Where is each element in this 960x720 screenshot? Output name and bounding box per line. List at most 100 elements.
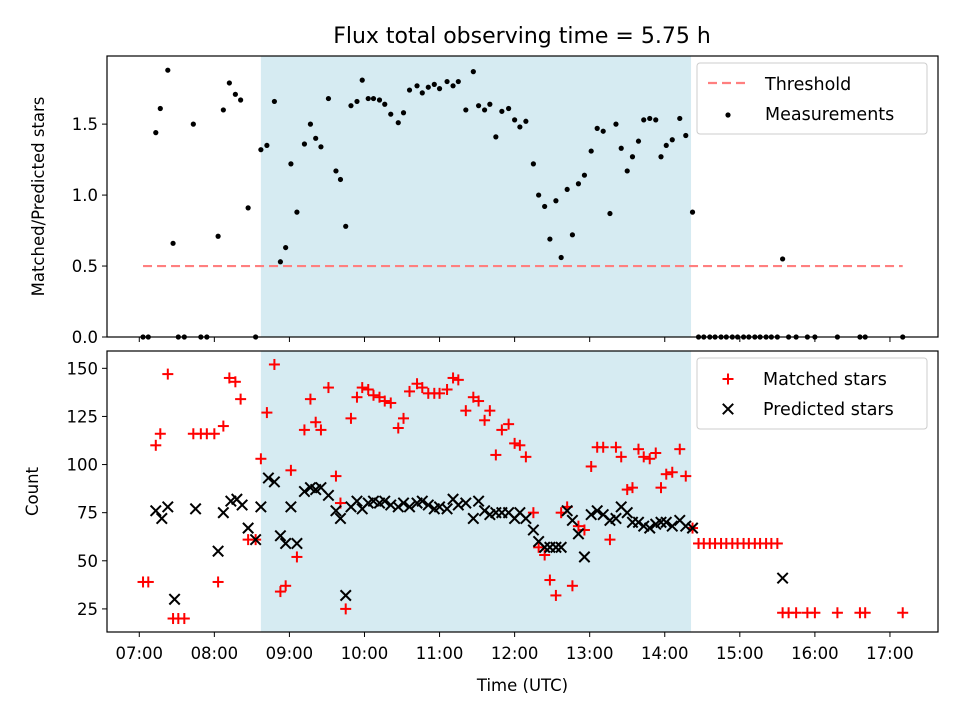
- matched-star-point: [416, 382, 428, 394]
- y-tick-label: 0.5: [72, 257, 98, 276]
- matched-star-point: [178, 613, 190, 625]
- predicted-star-point: [519, 512, 532, 525]
- measurement-point: [283, 244, 289, 251]
- top-panel: 0.0 0.5 1.0 1.5 Matched/Predicted stars Thr…: [29, 55, 939, 347]
- measurement-point: [517, 124, 523, 130]
- x-axis-label: Time (UTC): [476, 676, 568, 695]
- measurement-point: [370, 95, 377, 102]
- y-tick-label: 25: [77, 600, 98, 619]
- matched-star-point: [809, 607, 821, 619]
- predicted-star-point: [268, 475, 281, 488]
- bottom-panel: 25 50 75 100 125 150 07:00 08:00 09:00 10:00 11:0…: [23, 350, 939, 695]
- matched-star-point: [578, 524, 590, 536]
- measurement-point: [264, 142, 270, 149]
- x-tick-label: 14:00: [641, 644, 689, 663]
- predicted-star-point: [655, 516, 667, 529]
- matched-star-point: [154, 428, 166, 440]
- predicted-star-point: [776, 572, 789, 585]
- measurement-point: [624, 168, 630, 174]
- matched-star-point: [356, 382, 368, 394]
- predicted-star-point: [459, 497, 472, 509]
- matched-star-point: [585, 460, 597, 472]
- matched-star-point: [310, 416, 322, 428]
- matched-star-point: [351, 391, 363, 403]
- matched-star-point: [150, 439, 162, 451]
- predicted-star-point: [467, 512, 480, 525]
- predicted-star-point: [285, 500, 297, 513]
- measurement-point: [780, 256, 786, 262]
- predicted-star-point: [621, 506, 634, 519]
- measurement-point: [277, 259, 284, 265]
- matched-star-point: [566, 580, 578, 592]
- measurement-point: [689, 209, 696, 215]
- matched-star-point: [650, 447, 662, 459]
- legend-plus-marker: [722, 373, 734, 385]
- matched-star-point: [550, 589, 562, 601]
- matched-star-point: [680, 470, 692, 482]
- measurement-point: [382, 101, 388, 107]
- matched-star-point: [527, 507, 539, 519]
- measurement-point: [553, 198, 559, 204]
- matched-star-point: [392, 422, 404, 434]
- measurement-point: [313, 135, 319, 141]
- y-tick-label: 150: [67, 359, 99, 378]
- predicted-star-point: [610, 512, 622, 525]
- measurement-point: [512, 117, 518, 123]
- predicted-star-point: [149, 504, 162, 517]
- matched-star-point: [490, 449, 502, 461]
- matched-star-point: [621, 484, 633, 496]
- predicted-star-point: [686, 522, 699, 534]
- predicted-star-point: [217, 506, 230, 519]
- predicted-star-point: [155, 512, 168, 525]
- predicted-star-point: [322, 489, 335, 502]
- predicted-star-point: [330, 504, 342, 517]
- x-tick-label: 12:00: [491, 644, 539, 663]
- matched-star-point: [441, 383, 453, 395]
- matched-star-point: [322, 382, 334, 394]
- matched-star-point: [367, 389, 379, 401]
- matched-star-point: [644, 453, 656, 465]
- predicted-star-point: [472, 495, 485, 508]
- measurement-point: [406, 87, 413, 93]
- matched-star-point: [261, 407, 273, 419]
- measurement-point: [564, 186, 570, 193]
- y-tick-label: 1.5: [72, 115, 98, 134]
- x-tick-label: 08:00: [191, 644, 239, 663]
- matched-star-point: [362, 383, 374, 395]
- measurement-point: [400, 110, 407, 116]
- legend-measurements-sample: [725, 112, 731, 118]
- matched-star-point: [385, 397, 397, 409]
- predicted-star-point: [566, 514, 579, 527]
- matched-star-point: [298, 424, 310, 436]
- matched-star-point: [509, 437, 521, 449]
- matched-star-point: [615, 451, 627, 463]
- measurement-point: [450, 83, 456, 89]
- measurement-point: [506, 105, 512, 112]
- x-tick-label: 11:00: [416, 644, 464, 663]
- measurement-point: [333, 168, 339, 174]
- measurement-point: [348, 103, 354, 109]
- predicted-star-point: [555, 541, 568, 554]
- measurement-point: [376, 97, 383, 103]
- matched-star-point: [496, 424, 508, 436]
- measurement-point: [635, 138, 642, 144]
- matched-star-point: [626, 482, 638, 494]
- matched-star-point: [479, 414, 491, 426]
- matched-star-point: [660, 468, 672, 480]
- measurement-point: [629, 154, 636, 160]
- top-y-ticks: 0.0 0.5 1.0 1.5: [72, 115, 107, 347]
- measurement-point: [499, 108, 505, 114]
- matched-star-point: [460, 405, 472, 417]
- predicted-star-point: [351, 495, 363, 508]
- measurement-point: [455, 78, 461, 85]
- matched-star-point: [398, 412, 410, 424]
- measurement-point: [271, 98, 278, 105]
- measurement-point: [220, 107, 226, 113]
- matched-star-point: [447, 372, 459, 384]
- measurement-point: [294, 209, 300, 215]
- top-legend: Threshold Measurements: [696, 62, 928, 135]
- y-tick-label: 0.0: [72, 328, 98, 347]
- top-y-axis-label: Matched/Predicted stars: [29, 97, 48, 297]
- measurement-point: [258, 147, 264, 153]
- matched-star-point: [859, 607, 871, 619]
